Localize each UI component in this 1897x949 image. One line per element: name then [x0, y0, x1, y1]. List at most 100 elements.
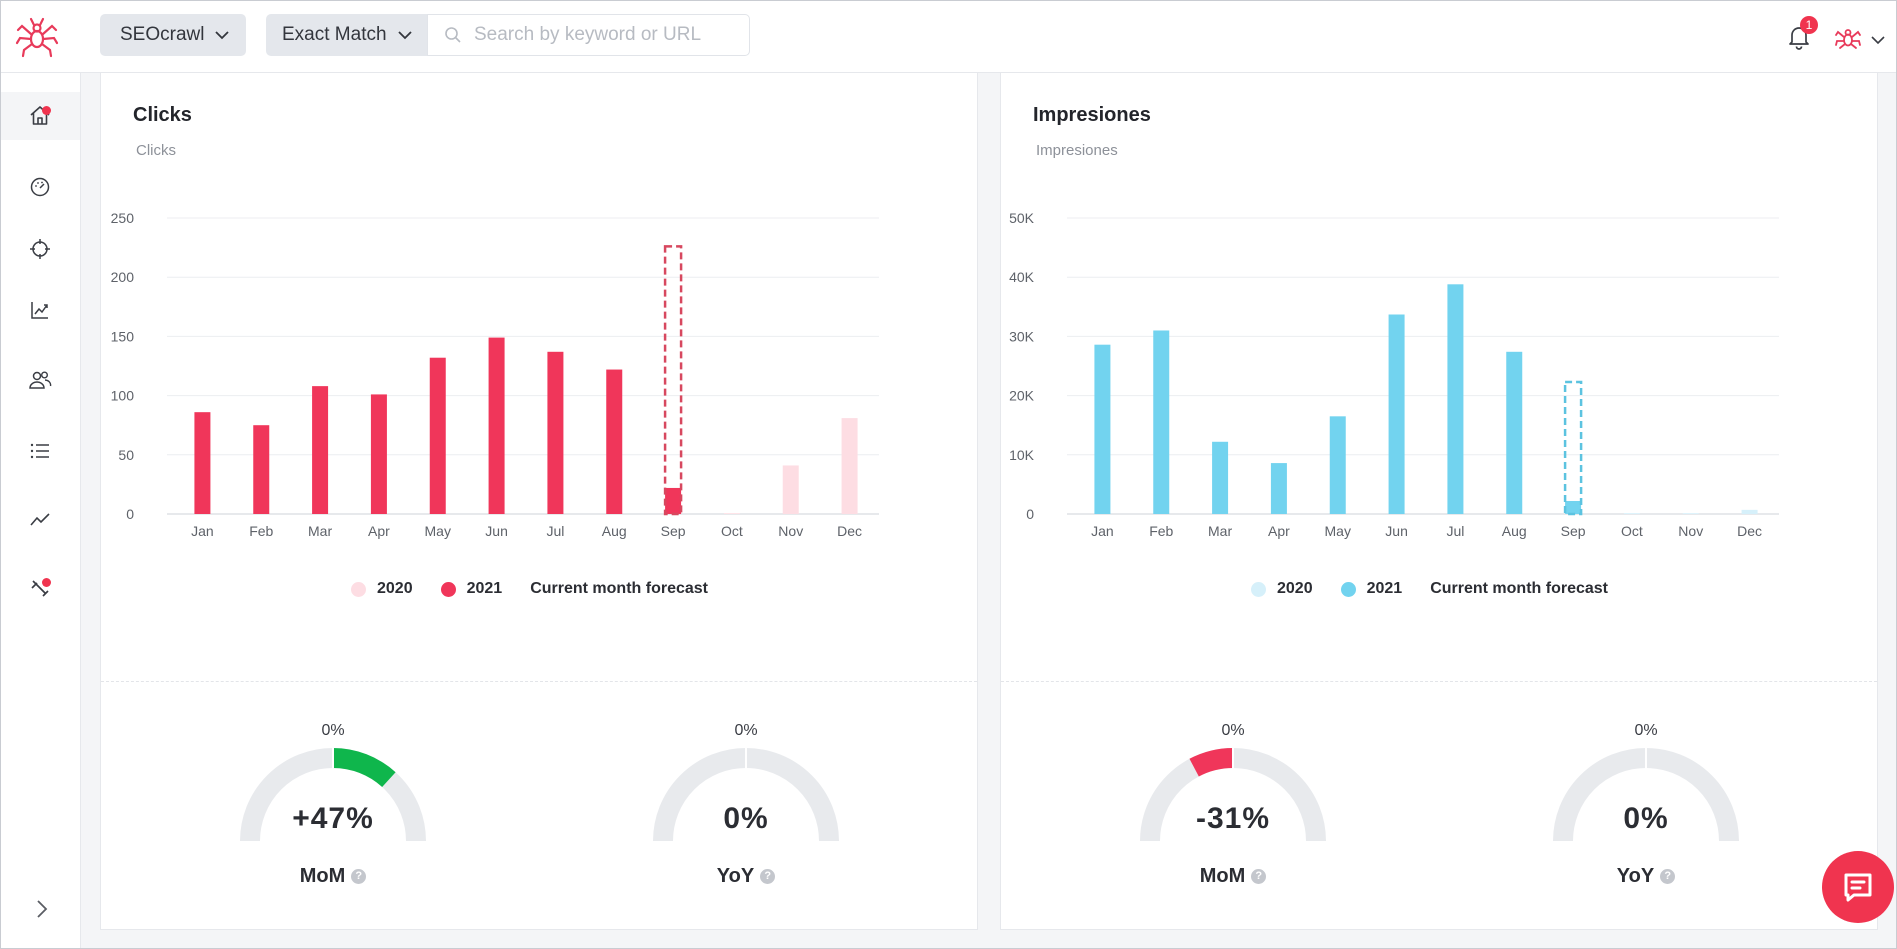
- bar-2021-Aug[interactable]: [1506, 351, 1523, 514]
- sidebar-item-rankings[interactable]: [0, 286, 80, 334]
- project-select[interactable]: SEOcrawl: [100, 14, 246, 56]
- bar-2021-Aug[interactable]: [606, 369, 623, 514]
- gauge-fill: [1189, 748, 1234, 777]
- clicks-mom-gauge: 0% +47% MoM?: [223, 722, 443, 892]
- clicks-card: Clicks Clicks 0 50 100 150 200 250 Jan Feb Mar Ap…: [100, 72, 978, 930]
- chat-button[interactable]: [1822, 851, 1894, 923]
- chevron-right-icon[interactable]: [30, 898, 52, 920]
- legend-item-2020[interactable]: 2020: [1251, 580, 1313, 598]
- x-tick-label: Apr: [368, 523, 390, 539]
- clicks-legend: 2020 2021 Current month forecast: [351, 580, 736, 598]
- impressions-bar-chart: 0 10K 20K 30K 40K 50K Jan Feb Mar Apr May Jun Jul Aug…: [1009, 210, 1779, 539]
- gauge-value: -31%: [1195, 802, 1271, 835]
- bar-2020-Dec[interactable]: [1741, 509, 1758, 514]
- gauge-arc: [1140, 748, 1326, 842]
- chat-icon: [1844, 873, 1872, 902]
- forecast-bar-Sep[interactable]: [1563, 380, 1583, 516]
- gauge-top-label: 0%: [321, 722, 345, 739]
- gauge-value: 0%: [1623, 802, 1669, 835]
- help-icon[interactable]: ?: [351, 869, 367, 885]
- bar-2021-Sep[interactable]: [1565, 500, 1582, 514]
- help-icon[interactable]: ?: [1660, 869, 1676, 885]
- gauge-fill: [332, 748, 396, 788]
- bar-2021-May[interactable]: [1329, 416, 1346, 514]
- legend-dot-2021: [1340, 581, 1356, 597]
- y-tick-label: 0: [126, 506, 134, 522]
- gauge-label-text: YoY: [1616, 865, 1655, 887]
- gauge-arc: [240, 748, 426, 842]
- x-tick-label: Nov: [778, 523, 803, 539]
- bar-2020-Nov[interactable]: [782, 465, 799, 514]
- top-header: SEOcrawl Exact Match 1: [0, 0, 1897, 73]
- sidebar-item-users[interactable]: [0, 356, 80, 404]
- x-tick-label: Oct: [721, 523, 743, 539]
- legend-item-2021[interactable]: 2021: [440, 580, 502, 598]
- forecast-bar-Sep[interactable]: [663, 245, 683, 516]
- sidebar-item-list[interactable]: [0, 427, 80, 475]
- help-icon[interactable]: ?: [1251, 869, 1267, 885]
- y-tick-label: 100: [111, 388, 135, 404]
- search-input[interactable]: [472, 23, 736, 47]
- legend-label-2020: 2020: [1277, 580, 1313, 597]
- gauge-label: YoY?: [636, 865, 856, 888]
- chevron-down-icon: [397, 31, 412, 40]
- y-tick-label: 50: [118, 447, 134, 463]
- bar-2020-Nov[interactable]: [1682, 513, 1699, 514]
- legend-item-2021[interactable]: 2021: [1340, 580, 1403, 598]
- y-tick-label: 150: [111, 328, 135, 344]
- search-box: [427, 14, 750, 56]
- x-tick-label: Jul: [1446, 523, 1464, 539]
- bar-2021-Jun[interactable]: [488, 337, 505, 514]
- list-icon: [30, 443, 49, 459]
- legend-item-forecast[interactable]: Current month forecast: [530, 580, 708, 598]
- sidebar-item-tools[interactable]: [0, 564, 80, 612]
- clicks-bar-chart: 0 50 100 150 200 250 Jan Feb Mar Apr May Jun Jul Aug S…: [111, 210, 879, 539]
- bar-2021-Jul[interactable]: [547, 351, 564, 514]
- x-tick-label: Jan: [1091, 523, 1114, 539]
- bar-2021-Apr[interactable]: [370, 394, 387, 514]
- bar-2020-Dec[interactable]: [841, 418, 858, 514]
- sidebar-item-target[interactable]: [0, 225, 80, 273]
- impressions-yoy-gauge: 0% 0% YoY?: [1536, 722, 1756, 892]
- chevron-down-icon[interactable]: [1870, 32, 1886, 48]
- gauge-top-label: 0%: [734, 722, 758, 739]
- bar-2020-Oct[interactable]: [723, 513, 740, 514]
- bar-2021-May[interactable]: [429, 357, 446, 514]
- user-avatar-icon[interactable]: [1834, 24, 1862, 52]
- project-select-label: SEOcrawl: [120, 24, 205, 45]
- legend-item-forecast[interactable]: Current month forecast: [1430, 580, 1608, 598]
- sidebar-item-dashboard[interactable]: [0, 163, 80, 211]
- legend-item-2020[interactable]: 2020: [351, 580, 413, 598]
- home-alert-dot: [42, 106, 51, 115]
- sidebar-item-trends[interactable]: [0, 496, 80, 544]
- bar-2021-Jun[interactable]: [1388, 314, 1405, 514]
- sidebar-item-home[interactable]: [0, 92, 80, 140]
- legend-label-2021: 2021: [1366, 580, 1403, 597]
- bar-2021-Jan[interactable]: [1094, 344, 1111, 514]
- bar-2021-Feb[interactable]: [1153, 330, 1170, 514]
- bar-2021-Mar[interactable]: [312, 386, 329, 514]
- gauge-arc: [1553, 748, 1739, 842]
- gauge-label: YoY?: [1536, 865, 1756, 888]
- help-icon[interactable]: ?: [760, 869, 776, 885]
- bar-2021-Jul[interactable]: [1447, 284, 1464, 514]
- bar-2021-Sep[interactable]: [665, 487, 682, 514]
- gauge-top-label: 0%: [1221, 722, 1245, 739]
- bar-2021-Jan[interactable]: [194, 412, 211, 514]
- x-tick-label: Oct: [1621, 523, 1643, 539]
- bar-2021-Feb[interactable]: [253, 425, 270, 514]
- bar-2021-Mar[interactable]: [1212, 441, 1229, 514]
- legend-label-forecast: Current month forecast: [530, 580, 708, 597]
- x-tick-label: Nov: [1678, 523, 1703, 539]
- y-tick-label: 40K: [1009, 269, 1035, 285]
- notification-badge: 1: [1800, 16, 1818, 34]
- trend-icon: [30, 513, 50, 526]
- match-type-select[interactable]: Exact Match: [266, 14, 428, 56]
- sidebar-nav: [0, 72, 81, 949]
- seocrawl-logo-icon[interactable]: [14, 14, 60, 60]
- y-tick-label: 20K: [1009, 388, 1035, 404]
- search-icon: [445, 27, 461, 43]
- bar-2020-Oct[interactable]: [1623, 513, 1640, 514]
- clicks-title: Clicks: [133, 104, 192, 126]
- bar-2021-Apr[interactable]: [1270, 463, 1287, 514]
